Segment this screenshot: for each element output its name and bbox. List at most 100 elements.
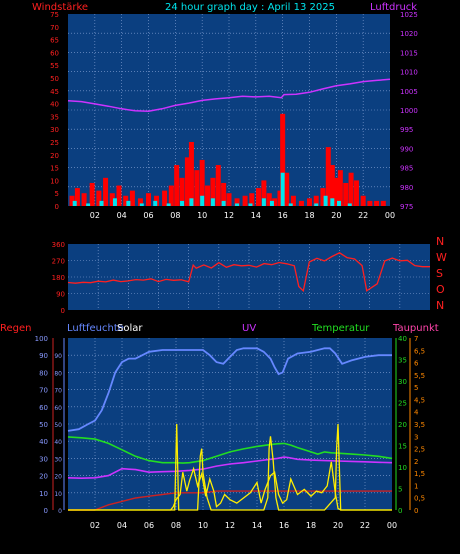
uv-tick: 6,5: [414, 347, 425, 355]
compass-label: N: [436, 299, 444, 312]
feuchte-tick: 90: [54, 353, 62, 360]
p1-y-left-tick: 35: [50, 113, 59, 121]
wind-speed-bar: [269, 200, 274, 206]
wind-speed-bar: [166, 203, 171, 206]
solar-line: [68, 461, 392, 511]
feuchte-tick: 60: [54, 405, 62, 412]
wind-speed-bar: [210, 198, 215, 206]
wind-gust-bar: [116, 185, 122, 206]
wind-speed-bar: [248, 203, 253, 206]
p1-y-left-tick: 30: [50, 126, 59, 134]
wind-gust-bar: [367, 200, 373, 206]
p1-x-tick: 22: [358, 211, 368, 220]
compass-label: O: [436, 283, 445, 296]
uv-line: [68, 423, 392, 511]
wind-gust-bar: [242, 195, 248, 206]
regen-tick: 0: [44, 507, 48, 515]
p3-x-tick: 08: [171, 521, 181, 530]
p3-x-tick: 10: [198, 521, 208, 530]
wind-gust-bar: [194, 170, 200, 206]
wind-gust-bar: [184, 157, 190, 206]
wind-gust-bar: [89, 182, 95, 206]
feuchte-tick: 30: [54, 456, 62, 463]
p1-x-tick: 18: [304, 211, 314, 220]
uv-tick: 5: [414, 384, 418, 392]
wind-gust-bar: [374, 200, 380, 206]
p1-y-right-tick: 1025: [400, 11, 418, 19]
uv-tick: 0: [414, 507, 418, 515]
wind-speed-bar: [126, 200, 131, 206]
wind-gust-bar: [337, 170, 343, 206]
wind-gust-bar: [129, 190, 135, 206]
compass-label: S: [436, 267, 443, 280]
feuchte-tick: 70: [54, 388, 62, 395]
p3-x-tick: 12: [225, 521, 235, 530]
p1-y-right-tick: 975: [400, 203, 413, 211]
p3-x-tick: 22: [360, 521, 370, 530]
uv-tick: 2: [414, 458, 418, 466]
feuchte-tick: 0: [58, 508, 62, 515]
p3-x-tick: 00: [387, 521, 397, 530]
p1-y-right-tick: 985: [400, 165, 413, 173]
p1-y-right-tick: 990: [400, 145, 413, 153]
p1-x-tick: 20: [331, 211, 341, 220]
temp-tick: 40: [398, 335, 407, 343]
p1-y-left-tick: 75: [50, 11, 59, 19]
p1-y-left-tick: 50: [50, 75, 59, 83]
p1-y-right-tick: 1015: [400, 49, 418, 57]
pressure-line: [67, 78, 391, 112]
p1-x-tick: 02: [90, 211, 100, 220]
wind-speed-bar: [86, 203, 91, 206]
wind-gust-bar: [74, 188, 80, 206]
wind-speed-bar: [189, 198, 194, 206]
p1-x-tick: 00: [385, 211, 395, 220]
wind-direction-line: [67, 252, 430, 293]
p1-x-tick: 12: [224, 211, 234, 220]
wind-speed-bar: [153, 200, 158, 206]
p1-y-right-tick: 1020: [400, 30, 418, 38]
wind-gust-bar: [215, 165, 221, 206]
wind-gust-bar: [168, 185, 174, 206]
uv-tick: 1,5: [414, 470, 425, 478]
p1-y-left-tick: 0: [55, 203, 59, 211]
p1-y-right-tick: 1005: [400, 88, 418, 96]
uv-tick: 6: [414, 360, 419, 368]
wind-speed-bar: [323, 195, 328, 206]
wind-gust-bar: [205, 185, 211, 206]
luftfeuchte-label: Luftfeuchte: [67, 323, 124, 334]
p1-x-tick: 04: [117, 211, 127, 220]
wind-pressure-panel: 02 04 06 08 10 12 14 16 18 20 22 000510152025303540…: [32, 2, 418, 220]
uv-tick: 3: [414, 433, 418, 441]
wind-gust-bar: [188, 142, 194, 206]
wind-gust-bar: [266, 193, 272, 206]
regen-tick: 40: [39, 438, 48, 446]
regen-tick: 70: [39, 387, 48, 395]
regen-tick: 90: [39, 352, 48, 360]
luftdruck-label: Luftdruck: [370, 2, 417, 13]
temp-tick: 10: [398, 464, 407, 472]
p3-x-tick: 06: [144, 521, 154, 530]
wind-speed-bar: [337, 200, 342, 206]
wind-speed-bar: [347, 203, 352, 206]
wind-gust-bar: [234, 198, 240, 206]
wind-gust-bar: [313, 195, 319, 206]
uv-tick: 1: [414, 482, 418, 490]
wind-gust-bar: [174, 165, 180, 206]
feuchte-tick: 10: [54, 491, 62, 498]
wind-speed-bar: [221, 200, 226, 206]
p2-y-tick: 360: [52, 241, 65, 249]
uv-label: UV: [242, 323, 256, 334]
wind-gust-bar: [329, 165, 335, 206]
uv-tick: 4: [414, 409, 419, 417]
wind-gust-bar: [360, 195, 366, 206]
feuchte-tick: 50: [54, 422, 62, 429]
uv-tick: 0,5: [414, 495, 425, 503]
wind-gust-bar: [261, 180, 267, 206]
uv-tick: 2,5: [414, 446, 425, 454]
compass-label: W: [436, 251, 447, 264]
uv-tick: 7: [414, 335, 418, 343]
dewpoint-line: [67, 456, 393, 480]
regen-tick: 100: [35, 335, 48, 343]
wind-speed-bar: [235, 203, 240, 206]
solar-label: Solar: [117, 323, 143, 334]
